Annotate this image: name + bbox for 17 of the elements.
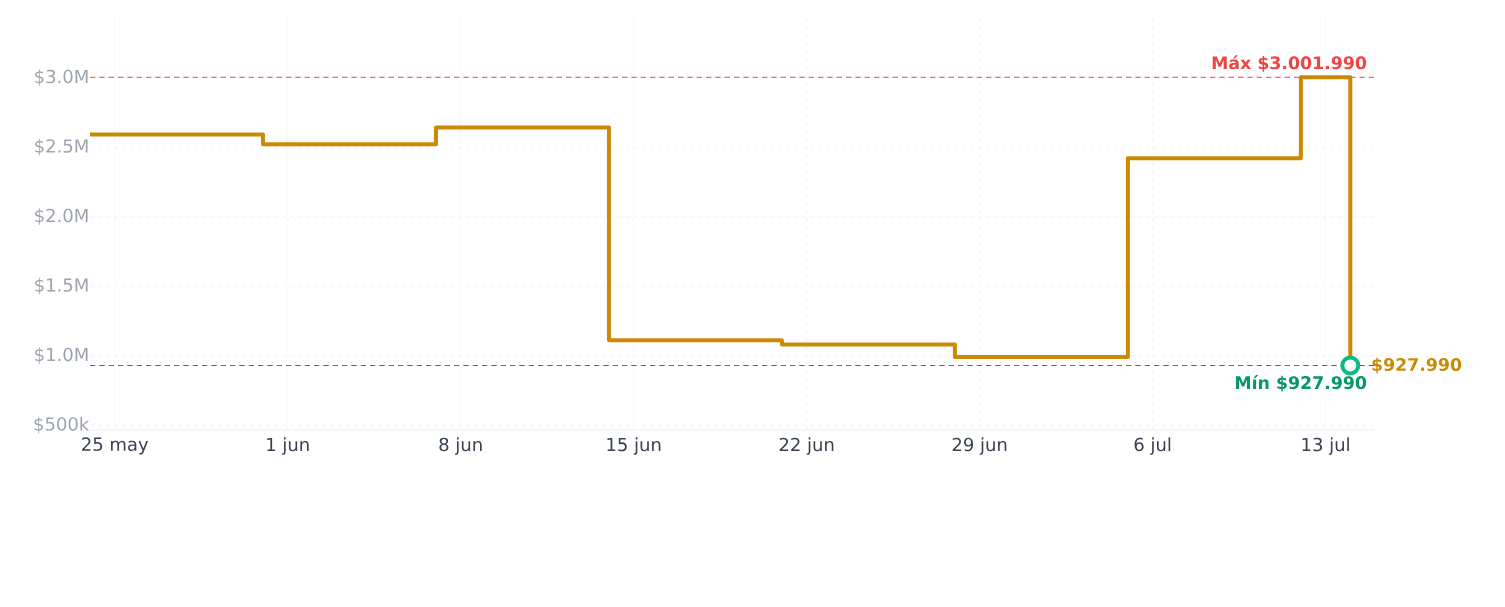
y-tick-label: $1.0M	[35, 347, 88, 364]
x-tick-label: 22 jun	[779, 437, 834, 455]
y-tick-label: $2.0M	[35, 208, 88, 225]
x-tick-label: 25 may	[82, 437, 149, 455]
y-tick-label: $1.5M	[35, 277, 88, 295]
x-tick-label: 29 jun	[952, 437, 1007, 455]
x-tick-label: 8 jun	[439, 437, 482, 455]
ref-line-label: Mín $927.990	[1235, 375, 1367, 392]
y-tick-label: $3.0M	[35, 69, 88, 86]
ref-line-label: Máx $3.001.990	[1212, 55, 1367, 72]
x-tick-label: 13 jul	[1302, 437, 1349, 455]
y-tick-label: $500k	[34, 416, 90, 434]
x-tick-label: 15 jun	[607, 437, 661, 455]
x-tick-label: 6 jul	[1134, 437, 1171, 455]
annotation: $927.990	[1372, 357, 1462, 374]
x-tick-label: 1 jun	[267, 437, 309, 455]
y-tick-label: $2.5M	[35, 138, 88, 156]
